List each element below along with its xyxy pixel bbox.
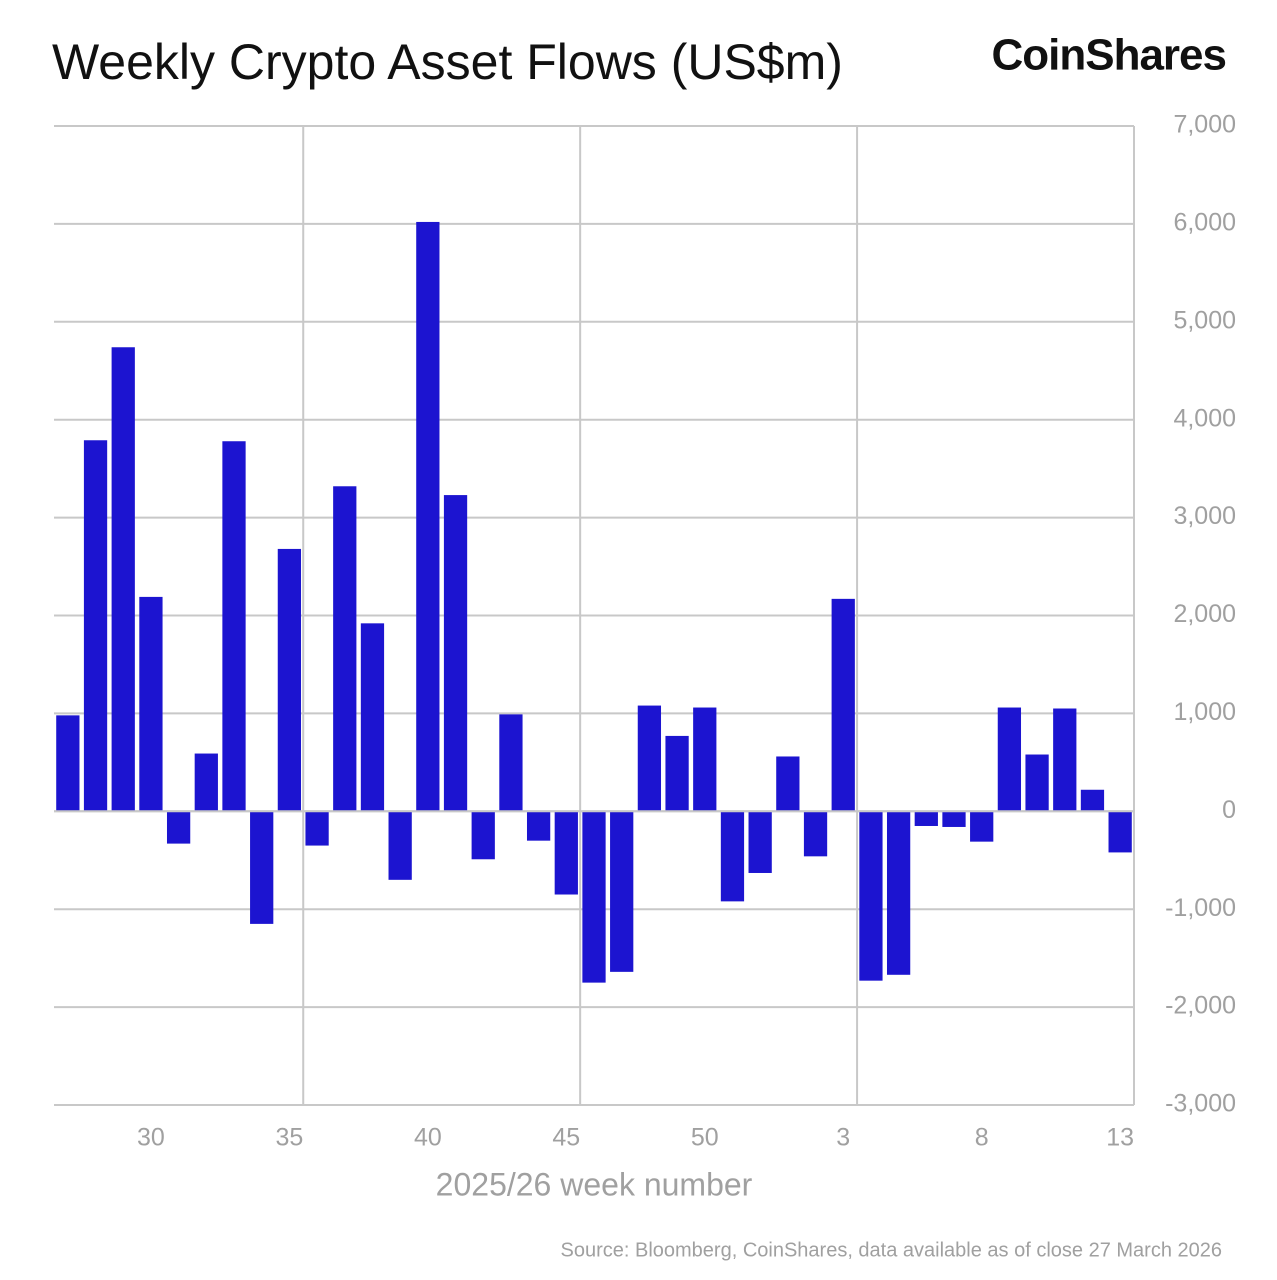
bar <box>1108 811 1132 853</box>
bar <box>250 811 274 924</box>
x-tick-label: 30 <box>137 1124 165 1152</box>
bar <box>610 811 634 972</box>
bar <box>222 441 246 812</box>
bar <box>748 811 772 873</box>
bar <box>360 623 385 812</box>
bar <box>471 811 495 860</box>
bar <box>997 707 1022 812</box>
x-tick-label: 13 <box>1106 1124 1134 1152</box>
bar <box>305 811 329 846</box>
bar <box>83 440 108 812</box>
bar <box>859 811 883 981</box>
bar <box>1080 789 1105 812</box>
y-tick-label: -1,000 <box>1165 894 1236 922</box>
y-tick-label: 7,000 <box>1173 111 1236 139</box>
source-note: Source: Bloomberg, CoinShares, data avai… <box>561 1239 1223 1261</box>
bar <box>333 486 357 812</box>
bar <box>111 347 135 812</box>
bar <box>388 811 412 880</box>
bar <box>942 811 966 827</box>
bar <box>914 811 938 826</box>
bar <box>665 735 689 812</box>
bar <box>499 714 523 812</box>
bar <box>831 598 855 812</box>
y-tick-label: 2,000 <box>1173 600 1236 628</box>
bar <box>443 495 468 812</box>
bar <box>693 707 717 812</box>
y-tick-label: 4,000 <box>1173 404 1236 432</box>
bar <box>776 756 800 812</box>
x-tick-label: 35 <box>275 1124 303 1152</box>
bar <box>1025 754 1049 812</box>
bar <box>637 705 662 812</box>
y-tick-label: 6,000 <box>1173 209 1236 237</box>
bar <box>803 811 828 857</box>
brand-logo: CoinShares <box>991 31 1226 80</box>
y-tick-label: 1,000 <box>1173 698 1236 726</box>
y-tick-label: 0 <box>1222 796 1236 824</box>
x-tick-label: 45 <box>552 1124 580 1152</box>
bar <box>720 811 745 902</box>
x-tick-label: 8 <box>975 1124 989 1152</box>
bar <box>416 221 440 812</box>
y-tick-label: 5,000 <box>1173 306 1236 334</box>
chart-title: Weekly Crypto Asset Flows (US$m) <box>52 34 843 90</box>
bar <box>970 811 994 842</box>
bar <box>1053 708 1077 812</box>
y-tick-label: -3,000 <box>1165 1090 1236 1118</box>
x-tick-label: 3 <box>836 1124 850 1152</box>
x-tick-label: 40 <box>414 1124 442 1152</box>
x-axis-label: 2025/26 week number <box>436 1166 753 1202</box>
bar <box>886 811 911 975</box>
bar <box>554 811 578 895</box>
bar <box>277 548 302 812</box>
bar <box>526 811 551 841</box>
y-tick-label: 3,000 <box>1173 502 1236 530</box>
bar <box>194 753 218 812</box>
x-tick-label: 50 <box>691 1124 719 1152</box>
bar <box>582 811 606 983</box>
bar <box>166 811 191 844</box>
bar <box>139 596 163 812</box>
bar <box>56 715 80 812</box>
y-tick-label: -2,000 <box>1165 992 1236 1020</box>
